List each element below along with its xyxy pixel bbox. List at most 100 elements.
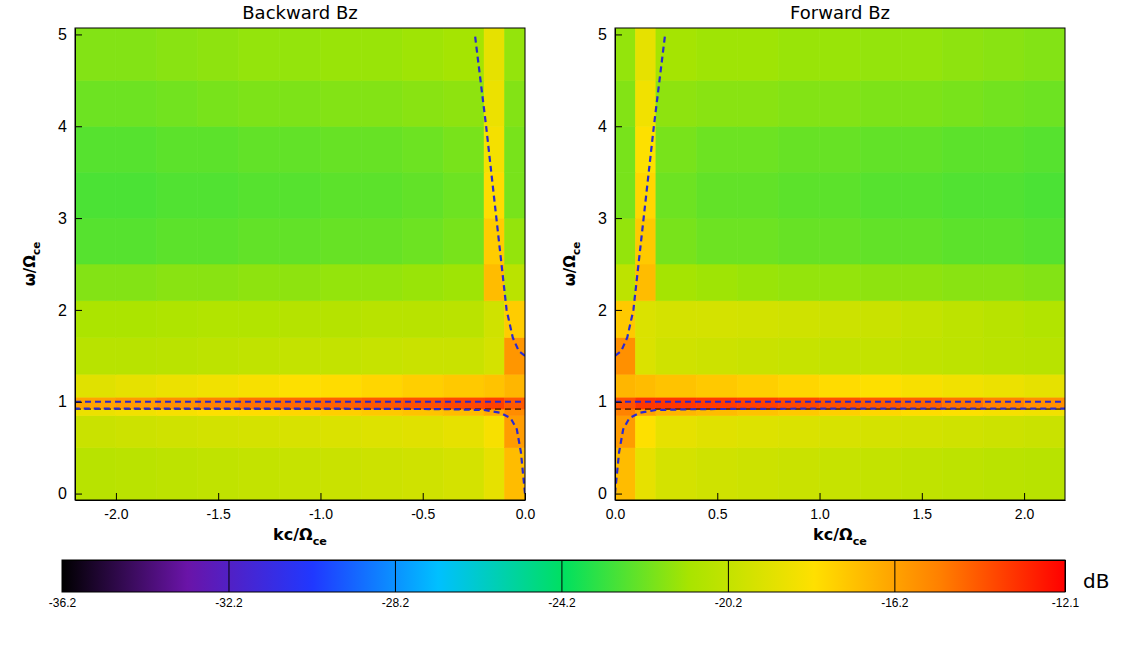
heat-cell [942,337,983,374]
plot-area [615,28,1065,500]
heat-cell [280,264,321,301]
heat-cell [116,172,157,218]
heat-cell [280,397,321,409]
heat-cell [615,126,635,172]
colorbar-tick-label: -24.2 [548,596,576,610]
heat-cell [361,80,402,126]
heat-cell [820,448,861,500]
y-tick-label: 3 [58,210,67,227]
heat-cell [75,264,116,301]
heat-cell [116,337,157,374]
heat-cell [738,28,779,80]
y-tick-mark [615,126,622,127]
heat-cell [280,409,321,415]
heat-cell [901,409,942,415]
heat-cell [239,416,280,448]
heat-cell [983,337,1024,374]
heat-cell [779,80,820,126]
heat-cell [402,218,443,264]
y-tick-mark [615,310,622,311]
x-tick: 1.5 [913,493,933,522]
heat-cell [635,416,655,448]
heat-cell [157,80,198,126]
heat-cell [361,301,402,338]
y-tick-label: 4 [598,118,607,135]
heat-cell [361,397,402,409]
heat-cell [656,374,697,397]
heat-cell [505,80,525,126]
heat-cell [75,374,116,397]
heat-cell [157,264,198,301]
colorbar-tick: -12.1 [1052,560,1080,610]
heat-cell [402,337,443,374]
x-tick-label: -0.5 [411,506,435,522]
heat-cell [738,264,779,301]
heat-cell [198,80,239,126]
heat-cell [505,409,525,415]
dispersion-curve [615,34,665,355]
x-tick-mark [525,493,526,500]
heat-cell [280,448,321,500]
heat-cell [157,218,198,264]
y-tick: 4 [58,118,82,135]
heat-cell [635,397,655,409]
heat-cell [942,264,983,301]
heat-cell [1024,301,1065,338]
heat-cell [901,126,942,172]
heat-cell [239,448,280,500]
dispersion-curve [475,34,525,355]
y-tick-label: 1 [598,393,607,410]
heat-cell [116,264,157,301]
heat-cell [505,397,525,409]
heat-cell [280,172,321,218]
heat-cell [820,126,861,172]
heat-cell [983,448,1024,500]
heat-cell [901,28,942,80]
heat-cell [860,172,901,218]
heat-cell [656,218,697,264]
heat-cell [280,374,321,397]
colorbar: -36.2-32.2-28.2-24.2-20.2-16.2-12.1dB [49,560,1110,610]
heat-cell [860,126,901,172]
colorbar-tick: -16.2 [881,560,909,610]
heat-cell [198,126,239,172]
axis-title-main: ω/Ω [561,255,579,287]
heat-cell [320,448,361,500]
heat-cell [901,172,942,218]
heat-cell [860,28,901,80]
heat-cell [779,337,820,374]
heat-cell [1024,337,1065,374]
heat-cell [361,218,402,264]
y-tick-mark [75,402,82,403]
heat-cell [75,28,116,80]
heat-cell [239,172,280,218]
y-axis-line [75,29,76,501]
heat-cell [942,448,983,500]
dispersion-curve [615,409,1065,494]
heat-cell [860,397,901,409]
heat-cell [656,337,697,374]
x-tick-mark [717,493,718,500]
heat-cell [443,264,484,301]
heat-cell [484,416,504,448]
heat-cell [484,337,504,374]
heat-cell [860,337,901,374]
heat-cell [116,374,157,397]
heat-cell [157,337,198,374]
heat-cell [942,416,983,448]
heat-cell [157,448,198,500]
y-tick-mark [75,218,82,219]
heat-cell [738,218,779,264]
colorbar-tick-mark [395,560,396,592]
heat-cell [443,448,484,500]
heat-cell [116,397,157,409]
heat-cell [75,448,116,500]
heat-cell [484,374,504,397]
axis-title: ω/Ωce [21,242,42,287]
heat-cell [361,28,402,80]
dispersion-curve [75,401,525,403]
heat-cell [860,416,901,448]
colorbar-tick: -24.2 [548,560,576,610]
heat-cell [239,409,280,415]
axis-title: kc/Ωce [813,525,867,548]
